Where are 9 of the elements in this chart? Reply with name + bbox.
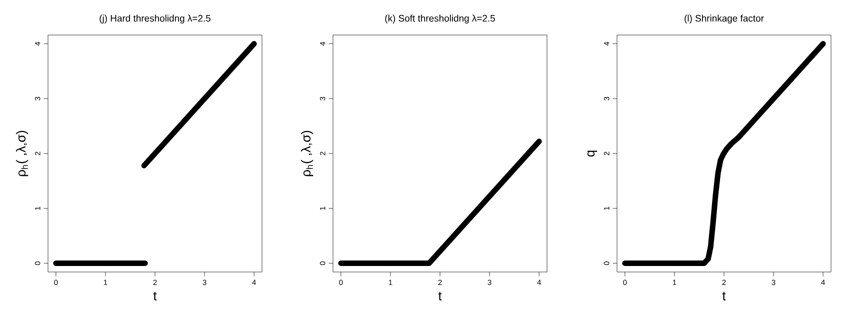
chart-title: (k) Soft thresholidng λ=2.5 (385, 14, 495, 24)
x-axis-title: t (153, 292, 157, 300)
x-axis-title: t (438, 292, 442, 300)
y-axis-title: q (587, 150, 598, 157)
y-axis-title: ρ$_{h}$( ,λ,σ) (301, 130, 314, 176)
chart-title: (l) Shrinkage factor (684, 14, 764, 24)
x-axis-title: t (722, 292, 726, 300)
chart-title: (j) Hard thresholidng λ=2.5 (100, 14, 210, 24)
y-axis-title: ρ$_{h}$( ,λ,σ) (16, 130, 28, 176)
